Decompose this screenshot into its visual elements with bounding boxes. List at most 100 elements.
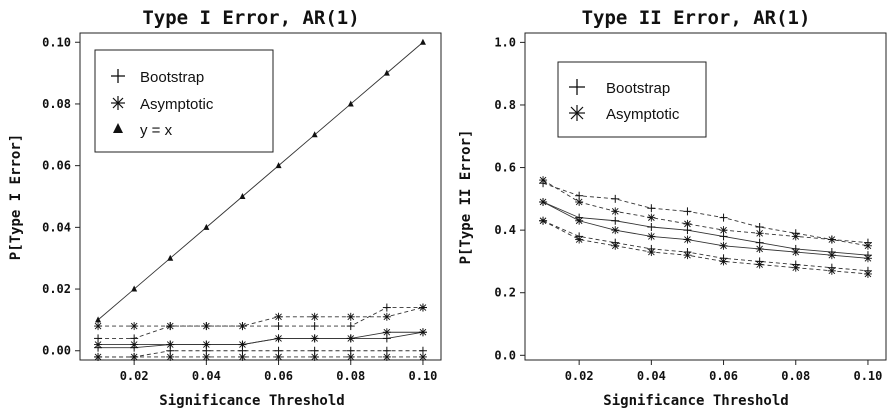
x-axis-label: Significance Threshold	[159, 393, 344, 409]
plot-frame	[79, 32, 442, 361]
data-point-asterisk	[310, 352, 319, 361]
series-asymptotic-dashed	[539, 216, 872, 278]
series-bootstrap-dashed	[539, 216, 872, 275]
legend-box	[557, 61, 707, 138]
y-tick-label: 0.6	[494, 161, 516, 175]
data-point-asterisk	[791, 248, 800, 257]
y-tick-label: 0.10	[42, 35, 71, 49]
series-line	[542, 182, 868, 244]
series-y-x-solid	[95, 38, 426, 323]
data-point-triangle	[167, 254, 174, 261]
data-point-asterisk	[611, 241, 620, 250]
axis-ticks: 0.02 0.04 0.06 0.08 0.10 0.00 0.02 0.04 0.06 0.08…	[42, 35, 437, 383]
series-group	[94, 38, 427, 361]
data-point-asterisk	[755, 244, 764, 253]
x-axis-label: Significance Threshold	[603, 393, 788, 409]
data-point-plus	[719, 213, 728, 222]
data-point-asterisk	[202, 340, 211, 349]
y-axis-label: P[Type II Error]	[458, 130, 474, 265]
data-point-triangle	[347, 100, 354, 107]
x-tick-label: 0.08	[336, 369, 365, 383]
series-bootstrap-dashed	[94, 346, 427, 361]
data-point-asterisk	[346, 352, 355, 361]
data-point-asterisk	[418, 328, 427, 337]
data-point-asterisk	[238, 352, 247, 361]
data-point-asterisk	[611, 226, 620, 235]
series-line	[97, 41, 424, 321]
series-bootstrap-solid	[94, 328, 427, 352]
legend-entry-y-equals-x: y = x	[140, 122, 173, 139]
data-point-asterisk	[827, 251, 836, 260]
data-point-asterisk	[310, 312, 319, 321]
data-point-asterisk	[647, 213, 656, 222]
data-point-asterisk	[130, 340, 139, 349]
data-point-asterisk	[683, 219, 692, 228]
data-point-asterisk	[166, 352, 175, 361]
type-i-error-panel: Type I Error, AR(1) Significance Thresho…	[8, 7, 442, 409]
data-point-plus	[274, 322, 283, 331]
series-line	[542, 220, 868, 275]
data-point-plus	[611, 216, 620, 225]
legend-entry-bootstrap: Bootstrap	[140, 69, 204, 86]
data-point-asterisk	[719, 226, 728, 235]
chart-title: Type II Error, AR(1)	[582, 7, 811, 29]
series-bootstrap-solid	[539, 197, 872, 260]
series-asymptotic-dashed	[94, 303, 427, 331]
data-point-asterisk	[827, 235, 836, 244]
data-point-asterisk	[719, 241, 728, 250]
data-point-triangle	[131, 285, 138, 292]
legend: Bootstrap Asymptotic	[557, 61, 707, 138]
series-line	[98, 350, 423, 358]
axis-ticks: 0.02 0.04 0.06 0.08 0.10 0.0 0.2 0.4 0.6 0.8 1.0	[494, 35, 882, 383]
data-point-asterisk	[166, 322, 175, 331]
data-point-asterisk	[827, 266, 836, 275]
data-point-asterisk	[719, 257, 728, 266]
data-point-asterisk	[238, 322, 247, 331]
y-tick-label: 0.04	[42, 220, 71, 234]
series-line	[98, 307, 423, 339]
data-point-triangle	[311, 131, 318, 138]
legend-marker-asterisk-icon	[111, 96, 125, 110]
x-tick-label: 0.04	[637, 369, 666, 383]
data-point-asterisk	[382, 328, 391, 337]
x-tick-label: 0.08	[781, 369, 810, 383]
data-point-asterisk	[274, 334, 283, 343]
series-asymptotic-solid	[94, 328, 427, 349]
data-point-asterisk	[202, 322, 211, 331]
series-bootstrap-dashed	[539, 179, 872, 247]
data-point-asterisk	[274, 312, 283, 321]
data-point-plus	[310, 322, 319, 331]
data-point-asterisk	[382, 312, 391, 321]
data-point-asterisk	[539, 197, 548, 206]
legend-entry-bootstrap: Bootstrap	[606, 80, 670, 97]
x-tick-label: 0.10	[853, 369, 882, 383]
series-line	[542, 201, 868, 259]
legend: Bootstrap Asymptotic y = x	[94, 49, 274, 153]
data-point-asterisk	[94, 352, 103, 361]
y-tick-label: 0.8	[494, 98, 516, 112]
data-point-plus	[382, 303, 391, 312]
data-point-plus	[647, 204, 656, 213]
data-point-asterisk	[94, 322, 103, 331]
x-tick-label: 0.06	[709, 369, 738, 383]
data-point-asterisk	[418, 352, 427, 361]
y-tick-label: 0.0	[494, 348, 516, 362]
x-tick-label: 0.10	[408, 369, 437, 383]
data-point-asterisk	[611, 207, 620, 216]
series-bootstrap-dashed	[94, 303, 427, 343]
x-tick-label: 0.02	[565, 369, 594, 383]
y-tick-label: 0.4	[494, 223, 516, 237]
y-tick-label: 0.06	[42, 159, 71, 173]
x-tick-label: 0.02	[120, 369, 149, 383]
data-point-asterisk	[346, 334, 355, 343]
data-point-asterisk	[130, 322, 139, 331]
data-point-asterisk	[863, 241, 872, 250]
data-point-plus	[683, 207, 692, 216]
data-point-asterisk	[238, 340, 247, 349]
data-point-asterisk	[166, 340, 175, 349]
y-tick-label: 0.08	[42, 97, 71, 111]
data-point-asterisk	[346, 312, 355, 321]
y-tick-label: 1.0	[494, 35, 516, 49]
legend-marker-plus-icon	[569, 79, 585, 95]
data-point-asterisk	[539, 176, 548, 185]
